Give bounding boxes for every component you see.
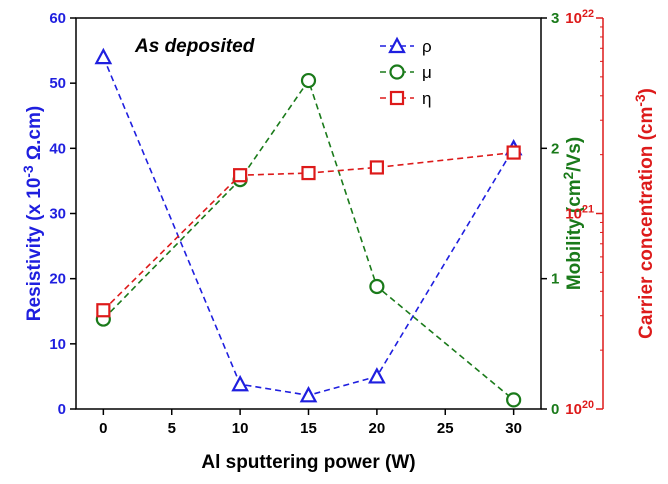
left-y-tick-label: 60 [49,10,66,27]
right-y-tick-label: 0 [551,401,559,418]
left-y-tick-label: 10 [49,336,66,353]
x-tick-label: 5 [168,420,176,437]
x-axis-title: Al sputtering power (W) [201,452,415,473]
data-point-series-1 [94,47,113,65]
right-y-axis-title: Mobility (cm2/Vs) [561,137,586,290]
legend-label: μ [422,63,432,82]
data-point-series-3 [506,145,521,160]
right-y-tick-label: 2 [551,140,559,157]
legend-marker [389,64,405,80]
legend-marker [389,90,405,106]
data-point-series-2 [369,278,385,295]
carrier-tick-label: 1020 [565,399,594,418]
x-tick-label: 0 [99,420,107,437]
data-point-series-1 [368,367,386,384]
data-point-series-1 [299,385,318,403]
left-y-axis-title: Resistivity (x 10-3 Ω.cm) [21,106,46,321]
data-point-series-3 [301,165,316,181]
annotation-as-deposited: As deposited [134,36,255,57]
left-y-tick-label: 20 [49,271,66,288]
legend-marker [388,36,406,54]
plot-frame [75,17,542,410]
x-tick-label: 30 [505,420,522,437]
data-point-series-3 [233,168,248,183]
x-tick-label: 10 [232,420,249,437]
data-point-series-3 [369,160,384,175]
left-y-tick-label: 40 [49,140,66,157]
left-y-tick-label: 30 [49,206,66,223]
x-tick-label: 15 [300,420,317,437]
data-point-series-3 [96,303,111,318]
right-y-tick-label: 3 [551,10,559,27]
data-point-series-2 [300,72,317,89]
x-tick-label: 25 [437,420,454,437]
left-y-tick-label: 0 [58,401,66,418]
left-y-tick-label: 50 [49,75,66,92]
data-point-series-1 [231,374,249,392]
legend-label: ρ [422,37,432,56]
x-tick-label: 20 [369,420,386,437]
data-point-series-2 [506,392,522,408]
carrier-tick-label: 1021 [565,204,594,223]
legend-label: η [422,89,431,108]
carrier-tick-label: 1022 [565,8,594,27]
carrier-axis-title: Carrier concentration (cm-3) [633,88,658,339]
right-y-tick-label: 1 [551,271,559,288]
